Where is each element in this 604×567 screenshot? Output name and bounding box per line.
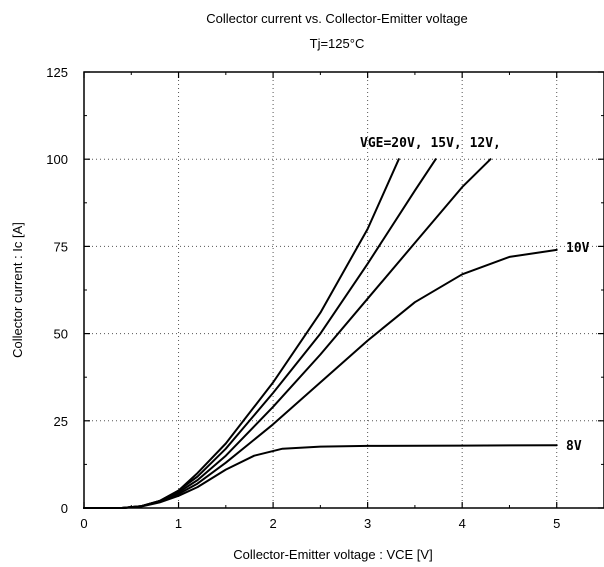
x-tick-label: 4 bbox=[459, 516, 466, 531]
x-axis-label: Collector-Emitter voltage : VCE [V] bbox=[233, 547, 432, 562]
annotation-vge-high: VGE=20V, 15V, 12V, bbox=[360, 136, 501, 151]
y-tick-labels: 0 25 50 75 100 125 bbox=[46, 65, 68, 516]
x-tick-label: 3 bbox=[364, 516, 371, 531]
y-tick-label: 0 bbox=[61, 501, 68, 516]
chart-title: Collector current vs. Collector-Emitter … bbox=[206, 11, 468, 26]
annotation-vge-10: 10V bbox=[566, 241, 590, 256]
y-tick-label: 25 bbox=[54, 414, 68, 429]
y-tick-label: 75 bbox=[54, 239, 68, 254]
annotation-vge-8: 8V bbox=[566, 439, 582, 454]
series-line bbox=[83, 248, 558, 509]
y-axis-label: Collector current : Ic [A] bbox=[10, 222, 25, 358]
x-tick-label: 2 bbox=[269, 516, 276, 531]
series-line bbox=[83, 444, 558, 509]
x-tick-labels: 0 1 2 3 4 5 bbox=[80, 516, 560, 531]
series-line bbox=[83, 158, 400, 509]
x-tick-label: 1 bbox=[175, 516, 182, 531]
y-tick-label: 50 bbox=[54, 327, 68, 342]
y-tick-label: 125 bbox=[46, 65, 68, 80]
x-tick-label: 0 bbox=[80, 516, 87, 531]
grid bbox=[84, 72, 604, 508]
ticks bbox=[83, 71, 604, 509]
chart-subtitle: Tj=125°C bbox=[310, 36, 365, 51]
series-lines bbox=[83, 158, 558, 509]
y-tick-label: 100 bbox=[46, 152, 68, 167]
plot-frame bbox=[83, 71, 604, 509]
x-tick-label: 5 bbox=[553, 516, 560, 531]
